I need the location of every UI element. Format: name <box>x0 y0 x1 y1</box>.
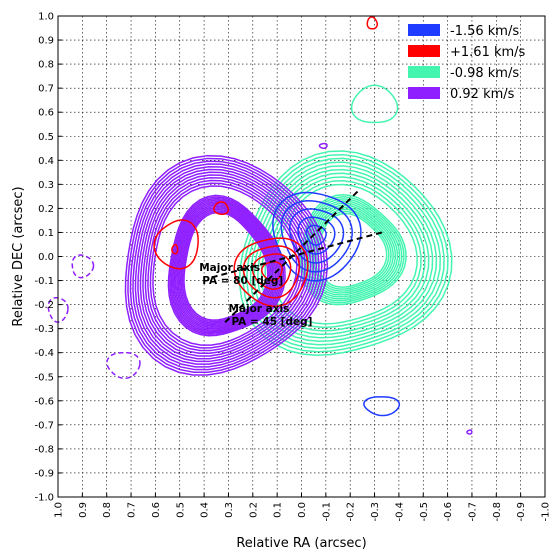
y-tick-label: -0.9 <box>34 468 54 479</box>
y-tick-label: -1.0 <box>34 493 54 504</box>
contour-series-3 <box>153 16 379 307</box>
y-tick-label: -0.1 <box>34 276 54 287</box>
y-tick-label: 0.4 <box>38 156 54 167</box>
contour-level <box>242 245 300 299</box>
x-tick-label: -1.0 <box>541 502 552 522</box>
x-tick-label: 1.0 <box>54 502 65 518</box>
y-tick-label: 0.6 <box>38 108 54 119</box>
legend-swatch <box>408 45 440 57</box>
y-tick-label: -0.3 <box>34 324 54 335</box>
contour-level <box>363 396 401 417</box>
x-tick-label: 0.0 <box>297 502 308 518</box>
x-tick-label: 0.9 <box>78 502 89 518</box>
annotation-text: PA = 45 [deg] <box>231 316 312 328</box>
major-axis-line <box>222 190 359 325</box>
contour-level <box>288 208 345 264</box>
contour-level <box>213 201 230 216</box>
x-tick-label: 0.3 <box>224 502 235 518</box>
y-tick-label: 0.8 <box>38 60 54 71</box>
y-tick-label: 0.3 <box>38 180 54 191</box>
contour-level <box>318 142 328 150</box>
x-tick-label: -0.4 <box>394 502 405 522</box>
y-tick-label: -0.7 <box>34 420 54 431</box>
contours <box>47 16 473 435</box>
contour-series-1 <box>47 142 473 435</box>
y-tick-label: -0.5 <box>34 372 54 383</box>
legend-label: -0.98 km/s <box>450 66 519 81</box>
x-tick-label: 0.8 <box>102 502 113 518</box>
contour-level <box>272 191 362 282</box>
legend-swatch <box>408 66 440 78</box>
x-tick-label: 0.4 <box>200 502 211 518</box>
y-tick-label: 0.5 <box>38 132 54 143</box>
contour-series-2 <box>272 191 401 417</box>
contour-level <box>251 253 292 290</box>
y-tick-label: 0.0 <box>38 252 54 263</box>
contour-level <box>153 219 199 270</box>
contour-level <box>350 84 399 124</box>
contour-level <box>280 200 353 273</box>
x-tick-label: -0.3 <box>370 502 381 522</box>
x-tick-label: -0.1 <box>321 502 332 522</box>
annotation-text: Major axis <box>199 262 260 274</box>
contour-level <box>261 261 283 282</box>
legend-label: +1.61 km/s <box>450 45 526 60</box>
x-tick-label: 0.5 <box>175 502 186 518</box>
y-tick-label: 0.9 <box>38 36 54 47</box>
y-tick-label: -0.2 <box>34 300 54 311</box>
contour-level <box>466 429 473 435</box>
contour-level <box>129 160 323 371</box>
contour-level <box>297 216 336 255</box>
x-tick-label: -0.5 <box>419 502 430 522</box>
y-tick-label: 0.1 <box>38 228 54 239</box>
y-tick-label: -0.8 <box>34 444 54 455</box>
y-tick-label: 1.0 <box>38 12 54 23</box>
tick-labels: 1.0 0.9 0.8 0.7 0.6 0.5 0.4 0.3 0.2 0.1 0.0 -0.1 -0.… <box>34 12 551 522</box>
x-axis-label: Relative RA (arcsec) <box>236 536 366 551</box>
y-tick-label: -0.4 <box>34 348 54 359</box>
legend-swatch <box>408 87 440 99</box>
y-tick-label: 0.2 <box>38 204 54 215</box>
contour-level <box>366 16 379 30</box>
legend-label: -1.56 km/s <box>450 24 519 39</box>
y-axis-label: Relative DEC (arcsec) <box>11 186 26 326</box>
x-tick-label: -0.7 <box>467 502 478 522</box>
x-tick-label: 0.6 <box>151 502 162 518</box>
contour-level <box>171 243 179 255</box>
x-tick-label: -0.8 <box>492 502 503 522</box>
legend-label: 0.92 km/s <box>450 87 515 102</box>
annotation-text: Major axis <box>228 303 289 315</box>
y-tick-label: 0.7 <box>38 84 54 95</box>
x-tick-label: 0.7 <box>127 502 138 518</box>
x-tick-label: 0.1 <box>273 502 284 518</box>
contour-level <box>71 254 95 279</box>
contour-level <box>249 161 441 346</box>
legend-swatch <box>408 24 440 36</box>
contour-level <box>238 150 453 356</box>
x-tick-label: -0.2 <box>346 502 357 522</box>
contour-level <box>127 157 326 374</box>
contour-level <box>47 297 69 323</box>
contour-level <box>124 154 329 376</box>
legend: -1.56 km/s +1.61 km/s -0.98 km/s 0.92 km/s <box>408 24 526 102</box>
x-tick-label: -0.9 <box>516 502 527 522</box>
x-tick-label: -0.6 <box>443 502 454 522</box>
x-tick-label: 0.2 <box>248 502 259 518</box>
y-tick-label: -0.6 <box>34 396 54 407</box>
